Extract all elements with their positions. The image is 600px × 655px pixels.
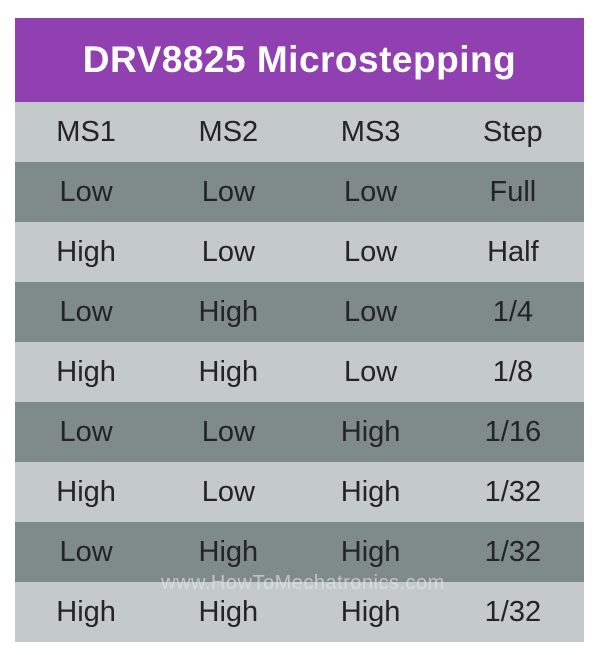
table-row: Low High High 1/32	[15, 522, 584, 582]
header-cell: Step	[483, 116, 543, 148]
header-cell: MS3	[340, 116, 401, 148]
table-row: High High Low 1/8	[15, 342, 584, 402]
table-cell: High	[340, 596, 401, 628]
table-row: Low Low Low Full	[15, 162, 584, 222]
table-cell: High	[198, 356, 259, 388]
table-cell: 1/32	[484, 476, 542, 508]
table-cell: High	[340, 536, 401, 568]
table-cell: Low	[201, 476, 255, 508]
table-cell: High	[340, 416, 401, 448]
table-cell: Low	[344, 296, 398, 328]
table-cell: 1/16	[484, 416, 542, 448]
table-row: High High High 1/32	[15, 582, 584, 642]
microstepping-table: DRV8825 Microstepping MS1 MS2 MS3 Step Low L…	[15, 18, 584, 642]
table-cell: Low	[201, 236, 255, 268]
table-row: High Low High 1/32	[15, 462, 584, 522]
table-cell: High	[340, 476, 401, 508]
table-cell: High	[56, 236, 116, 268]
header-cell: MS2	[198, 116, 259, 148]
table-cell: Full	[489, 176, 537, 208]
table-cell: 1/4	[492, 296, 534, 328]
table-cell: Low	[59, 536, 113, 568]
table-cell: Low	[201, 176, 255, 208]
table-row: Low Low High 1/16	[15, 402, 584, 462]
table-cell: High	[198, 536, 259, 568]
table-cell: High	[56, 596, 116, 628]
table-cell: Low	[344, 356, 398, 388]
table-cell: Low	[59, 176, 113, 208]
table-cell: Low	[59, 416, 113, 448]
table-row: High Low Low Half	[15, 222, 584, 282]
table-body: Low Low Low Full High Low Low Half Low High Low 1/4…	[15, 162, 584, 642]
table-cell: 1/8	[492, 356, 534, 388]
table-header-row: MS1 MS2 MS3 Step	[15, 102, 584, 162]
table-cell: 1/32	[484, 536, 542, 568]
table-cell: 1/32	[484, 596, 542, 628]
header-cell: MS1	[56, 116, 116, 148]
table-title: DRV8825 Microstepping	[15, 18, 584, 102]
table-cell: Low	[59, 296, 113, 328]
table-cell: High	[198, 596, 259, 628]
table-cell: Low	[344, 236, 398, 268]
table-row: Low High Low 1/4	[15, 282, 584, 342]
table-cell: High	[56, 356, 116, 388]
table-cell: Low	[344, 176, 398, 208]
table-cell: High	[56, 476, 116, 508]
table-cell: Low	[201, 416, 255, 448]
table-cell: High	[198, 296, 259, 328]
table-cell: Half	[487, 236, 539, 268]
